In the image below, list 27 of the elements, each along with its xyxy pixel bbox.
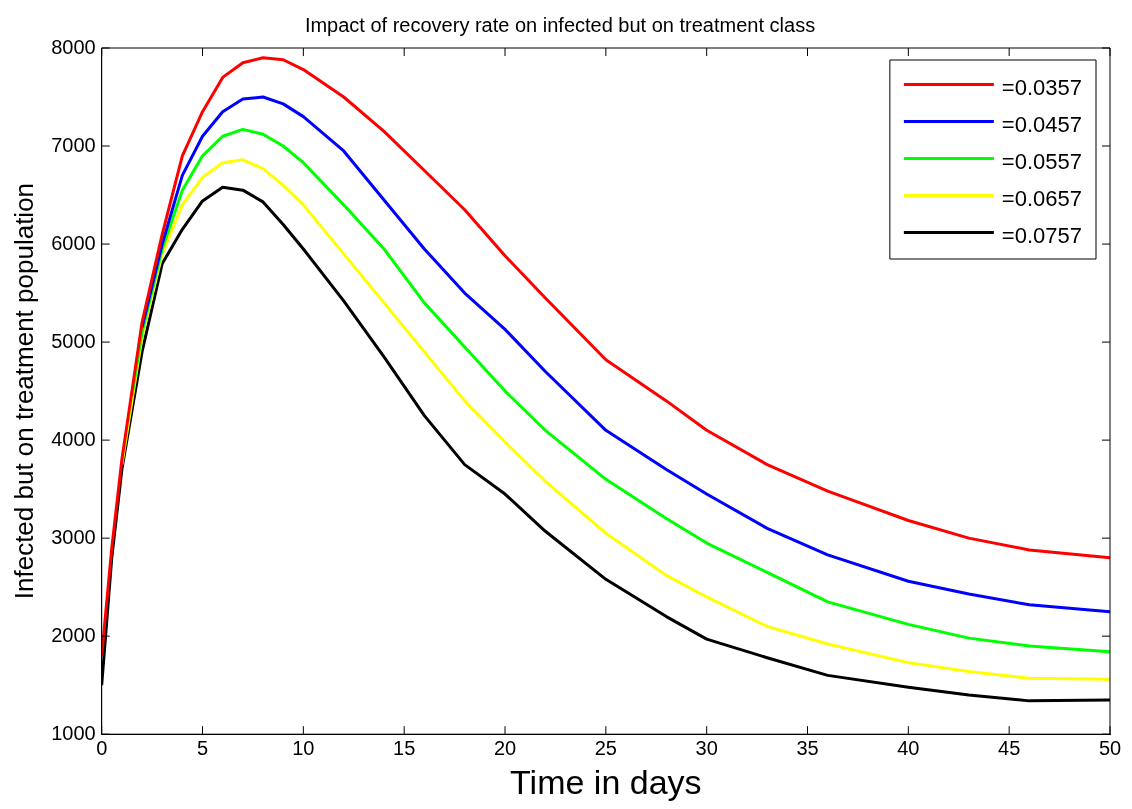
legend-label: =0.0657 xyxy=(1001,185,1082,211)
y-tick-label: 4000 xyxy=(51,427,96,450)
y-tick-label: 3000 xyxy=(51,525,96,548)
y-tick-label: 5000 xyxy=(51,329,96,352)
chart-title: Impact of recovery rate on infected but on treatment class xyxy=(304,13,816,36)
legend-label: =0.0557 xyxy=(1001,148,1082,174)
y-tick-label: 6000 xyxy=(51,231,96,254)
x-tick-label: 5 xyxy=(196,736,209,759)
x-tick-label: 35 xyxy=(796,736,819,759)
y-tick-label: 7000 xyxy=(51,133,96,156)
x-tick-label: 15 xyxy=(393,736,416,759)
x-tick-label: 20 xyxy=(493,736,517,759)
legend-label: =0.0357 xyxy=(1001,74,1082,100)
x-tick-label: 40 xyxy=(897,736,920,759)
y-axis-title: Infected but on treatment population xyxy=(8,182,39,600)
x-tick-label: 50 xyxy=(1098,736,1122,759)
x-tick-label: 10 xyxy=(292,736,315,759)
legend-label: =0.0757 xyxy=(1001,222,1082,248)
x-tick-label: 0 xyxy=(96,736,108,759)
x-axis-title: Time in days xyxy=(510,762,702,801)
y-tick-label: 1000 xyxy=(51,721,96,744)
y-tick-label: 2000 xyxy=(51,623,96,646)
y-tick-label: 8000 xyxy=(51,35,96,58)
x-tick-label: 45 xyxy=(998,736,1021,759)
legend-label: =0.0457 xyxy=(1001,111,1082,137)
x-tick-label: 30 xyxy=(695,736,718,759)
x-tick-label: 25 xyxy=(594,736,617,759)
